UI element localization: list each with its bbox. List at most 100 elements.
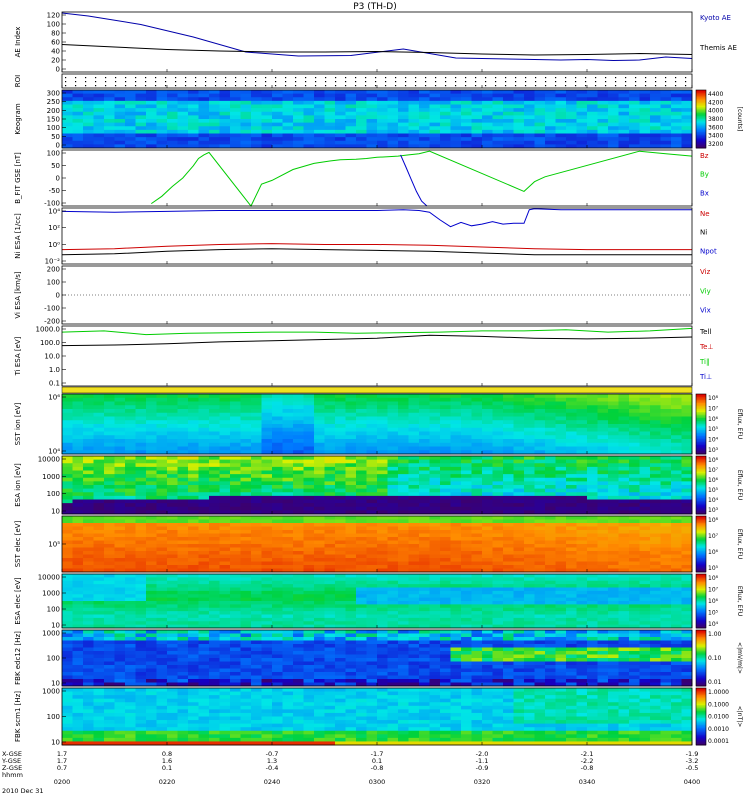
spectrogram-cell bbox=[146, 551, 157, 555]
spectrogram-cell bbox=[114, 574, 126, 578]
roi-dot bbox=[625, 81, 627, 83]
spectrogram-cell bbox=[650, 561, 661, 566]
spectrogram-cell bbox=[408, 129, 420, 134]
spectrogram-cell bbox=[629, 137, 640, 142]
spectrogram-cell bbox=[93, 427, 105, 432]
spectrogram-cell bbox=[93, 516, 105, 520]
spectrogram-cell bbox=[303, 412, 315, 417]
spectrogram-cell bbox=[387, 561, 399, 566]
spectrogram-cell bbox=[608, 133, 619, 138]
spectrogram-cell bbox=[398, 446, 409, 451]
spectrogram-cell bbox=[450, 111, 462, 116]
spectrogram-cell bbox=[503, 554, 514, 559]
colorbar-cell bbox=[696, 467, 706, 470]
spectrogram-cell bbox=[62, 624, 73, 629]
spectrogram-cell bbox=[135, 577, 147, 582]
spectrogram-cell bbox=[534, 561, 546, 566]
spectrogram-cell bbox=[62, 519, 73, 524]
spectrogram-cell bbox=[366, 420, 378, 425]
spectrogram-cell bbox=[146, 523, 157, 527]
spectrogram-cell bbox=[471, 459, 483, 464]
spectrogram-cell bbox=[114, 463, 126, 468]
legend-entry: Ti⊥ bbox=[699, 373, 712, 381]
spectrogram-cell bbox=[387, 614, 399, 619]
spectrogram-cell bbox=[461, 510, 472, 515]
spectrogram-cell bbox=[503, 397, 514, 402]
spectrogram-cell bbox=[156, 446, 168, 451]
spectrogram-cell bbox=[450, 547, 462, 552]
spectrogram-cell bbox=[471, 129, 483, 134]
spectrogram-cell bbox=[440, 481, 451, 486]
spectrogram-cell bbox=[440, 488, 451, 493]
spectrogram-cell bbox=[398, 523, 409, 527]
spectrogram-cell bbox=[188, 561, 199, 566]
spectrogram-cell bbox=[167, 427, 178, 432]
spectrogram-cell bbox=[272, 439, 283, 444]
spectrogram-cell bbox=[272, 577, 283, 582]
spectrogram-cell bbox=[671, 409, 682, 414]
spectrogram-cell bbox=[219, 544, 231, 548]
spectrogram-cell bbox=[440, 405, 451, 410]
spectrogram-cell bbox=[398, 115, 409, 120]
spectrogram-cell bbox=[240, 394, 252, 399]
spectrogram-cell bbox=[461, 477, 472, 482]
spectrogram-cell bbox=[303, 119, 315, 124]
spectrogram-cell bbox=[398, 90, 409, 95]
spectrogram-cell bbox=[545, 526, 556, 531]
spectrogram-cell bbox=[429, 533, 441, 538]
spectrogram-cell bbox=[93, 503, 105, 508]
spectrogram-cell bbox=[125, 577, 136, 582]
spectrogram-cell bbox=[482, 523, 493, 527]
spectrogram-cell bbox=[419, 574, 430, 578]
spectrogram-cell bbox=[209, 439, 220, 444]
spectrogram-cell bbox=[671, 544, 682, 548]
spectrogram-cell bbox=[524, 427, 535, 432]
spectrogram-cell bbox=[293, 577, 304, 582]
spectrogram-cell bbox=[482, 488, 493, 493]
roi-dot bbox=[485, 81, 487, 83]
spectrogram-cell bbox=[303, 558, 315, 562]
spectrogram-cell bbox=[230, 499, 241, 504]
spectrogram-cell bbox=[177, 474, 189, 479]
spectrogram-cell bbox=[461, 420, 472, 425]
spectrogram-cell bbox=[629, 544, 640, 548]
spectrogram-cell bbox=[366, 97, 378, 102]
spectrogram-cell bbox=[555, 506, 567, 511]
spectrogram-cell bbox=[597, 523, 609, 527]
spectrogram-cell bbox=[167, 554, 178, 559]
spectrogram-cell bbox=[534, 108, 546, 113]
spectrogram-cell bbox=[440, 516, 451, 520]
roi-dot bbox=[435, 85, 437, 87]
colorbar-tick: 3800 bbox=[708, 116, 723, 123]
spectrogram-cell bbox=[93, 544, 105, 548]
spectrogram-cell bbox=[576, 459, 588, 464]
spectrogram-cell bbox=[240, 516, 252, 520]
spectrogram-cell bbox=[62, 409, 73, 414]
spectrogram-cell bbox=[671, 104, 682, 109]
spectrogram-cell bbox=[419, 516, 430, 520]
spectrogram-cell bbox=[660, 554, 672, 559]
spectrogram-cell bbox=[650, 523, 661, 527]
spectrogram-cell bbox=[660, 133, 672, 138]
spectrogram-cell bbox=[534, 409, 546, 414]
spectrogram-cell bbox=[167, 577, 178, 582]
spectrogram-cell bbox=[335, 481, 346, 486]
spectrogram-cell bbox=[272, 590, 283, 595]
spectrogram-cell bbox=[629, 554, 640, 559]
spectrogram-cell bbox=[125, 485, 136, 490]
spectrogram-cell bbox=[188, 412, 199, 417]
colorbar-cell bbox=[696, 105, 706, 108]
spectrogram-cell bbox=[314, 100, 325, 105]
spectrogram-cell bbox=[408, 137, 420, 142]
spectrogram-cell bbox=[398, 604, 409, 609]
spectrogram-cell bbox=[72, 568, 84, 573]
spectrogram-cell bbox=[492, 530, 504, 534]
y-tick-label: -100 bbox=[44, 305, 60, 313]
spectrogram-cell bbox=[650, 394, 661, 399]
spectrogram-cell bbox=[576, 474, 588, 479]
spectrogram-cell bbox=[419, 456, 430, 461]
spectrogram-cell bbox=[387, 122, 399, 127]
spectrogram-cell bbox=[167, 510, 178, 515]
spectrogram-cell bbox=[314, 481, 325, 486]
spectrogram-cell bbox=[513, 442, 525, 447]
